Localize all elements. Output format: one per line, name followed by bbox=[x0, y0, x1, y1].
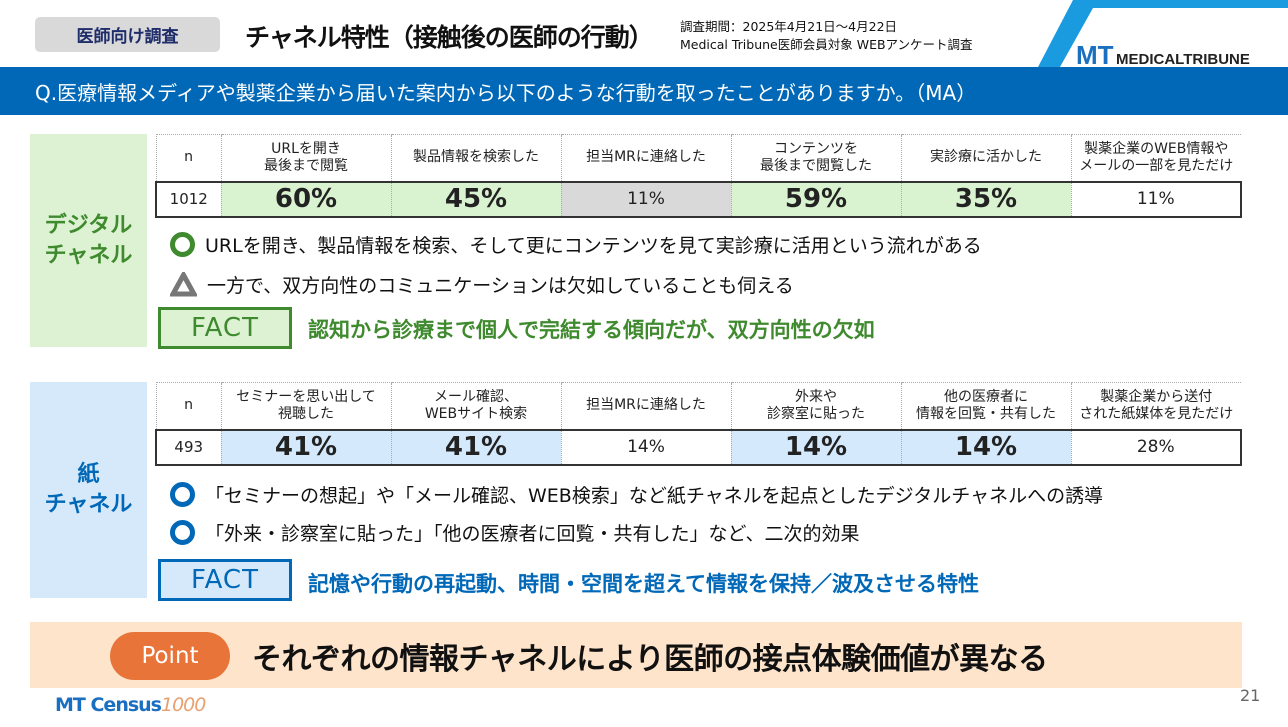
bullet-text: 一方で、双方向性のコミュニケーションは欠如していることも伺える bbox=[207, 275, 794, 297]
paper-channel-label: 紙チャネル bbox=[30, 382, 147, 598]
value-cell: 493 bbox=[155, 428, 221, 466]
circle-icon bbox=[170, 482, 195, 507]
header-cell: セミナーを思い出して 視聴した bbox=[220, 382, 391, 430]
value-cell: 14% bbox=[560, 428, 731, 466]
fact-badge: FACT bbox=[158, 307, 292, 349]
table-row: 493 41% 41% 14% 14% 14% 28% bbox=[155, 428, 1242, 466]
fact-text: 認知から診療まで個人で完結する傾向だが、双方向性の欠如 bbox=[308, 318, 875, 342]
header-cell: URLを開き 最後まで閲覧 bbox=[220, 134, 391, 182]
value-cell: 14% bbox=[900, 428, 1071, 466]
medical-tribune-logo: MT MEDICALTRIBUNE bbox=[1038, 0, 1288, 67]
header-cell: メール確認、 WEBサイト検索 bbox=[390, 382, 561, 430]
value-cell: 60% bbox=[220, 180, 391, 218]
triangle-icon bbox=[170, 272, 197, 297]
mt-census-logo: MT Census1000 bbox=[55, 694, 206, 716]
circle-icon bbox=[170, 520, 195, 545]
header-cell: 実診療に活かした bbox=[900, 134, 1071, 182]
header-cell: 製品情報を検索した bbox=[390, 134, 561, 182]
header-cell: 他の医療者に 情報を回覧・共有した bbox=[900, 382, 1071, 430]
value-cell: 41% bbox=[390, 428, 561, 466]
header-cell: コンテンツを 最後まで閲覧した bbox=[730, 134, 901, 182]
fact-badge: FACT bbox=[158, 559, 292, 601]
survey-badge: 医師向け調査 bbox=[35, 17, 220, 52]
svg-text:MT: MT bbox=[1076, 40, 1114, 67]
label-line: チャネル bbox=[44, 242, 133, 268]
point-banner bbox=[30, 622, 1242, 688]
bullet-text: 「外来・診察室に貼った」「他の医療者に回覧・共有した」など、二次的効果 bbox=[205, 523, 860, 545]
value-cell: 41% bbox=[220, 428, 391, 466]
page-title: チャネル特性（接触後の医師の行動） bbox=[245, 23, 654, 52]
circle-icon bbox=[170, 232, 195, 257]
question-bar: Q.医療情報メディアや製薬企業から届いた案内から以下のような行動を取ったことがあ… bbox=[0, 67, 1288, 115]
bullet-text: 「セミナーの想起」や「メール確認、WEB検索」など紙チャネルを起点としたデジタル… bbox=[205, 485, 1104, 507]
table-header-row: n URLを開き 最後まで閲覧 製品情報を検索した 担当MRに連絡した コンテン… bbox=[155, 134, 1241, 182]
label-line: 紙 bbox=[77, 462, 100, 487]
header-cell: 製薬企業のWEB情報や メールの一部を見ただけ bbox=[1070, 134, 1241, 182]
label-line: チャネル bbox=[44, 492, 133, 517]
value-cell: 59% bbox=[730, 180, 901, 218]
value-cell: 11% bbox=[560, 180, 731, 218]
header-cell: n bbox=[155, 382, 221, 430]
bullet-item: 「外来・診察室に貼った」「他の医療者に回覧・共有した」など、二次的効果 bbox=[170, 519, 860, 546]
digital-channel-label: デジタル チャネル bbox=[30, 134, 147, 347]
header-cell: 外来や 診察室に貼った bbox=[730, 382, 901, 430]
bullet-item: URLを開き、製品情報を検索、そして更にコンテンツを見て実診療に活用という流れが… bbox=[170, 231, 982, 258]
table-row: 1012 60% 45% 11% 59% 35% 11% bbox=[155, 180, 1242, 218]
bullet-item: 一方で、双方向性のコミュニケーションは欠如していることも伺える bbox=[170, 271, 794, 298]
value-cell: 14% bbox=[730, 428, 901, 466]
point-text: それぞれの情報チャネルにより医師の接点体験価値が異なる bbox=[252, 642, 1048, 677]
survey-target: Medical Tribune医師会員対象 WEBアンケート調査 bbox=[680, 37, 973, 52]
header-cell: 担当MRに連絡した bbox=[560, 134, 731, 182]
survey-period: 調査期間：2025年4月21日～4月22日 bbox=[680, 19, 898, 34]
svg-text:MEDICALTRIBUNE: MEDICALTRIBUNE bbox=[1116, 51, 1250, 67]
value-cell: 28% bbox=[1070, 428, 1242, 466]
fact-text: 記憶や行動の再起動、時間・空間を超えて情報を保持／波及させる特性 bbox=[308, 572, 979, 596]
value-cell: 11% bbox=[1070, 180, 1242, 218]
bullet-item: 「セミナーの想起」や「メール確認、WEB検索」など紙チャネルを起点としたデジタル… bbox=[170, 481, 1103, 508]
label-line: デジタル bbox=[44, 212, 133, 238]
value-cell: 45% bbox=[390, 180, 561, 218]
digital-table: n URLを開き 最後まで閲覧 製品情報を検索した 担当MRに連絡した コンテン… bbox=[155, 134, 1242, 218]
survey-info: 調査期間：2025年4月21日～4月22日 Medical Tribune医師会… bbox=[680, 18, 973, 54]
paper-table: n セミナーを思い出して 視聴した メール確認、 WEBサイト検索 担当MRに連… bbox=[155, 382, 1242, 466]
point-label: Point bbox=[110, 632, 230, 680]
header-cell: 製薬企業から送付 された紙媒体を見ただけ bbox=[1070, 382, 1241, 430]
page-number: 21 bbox=[1240, 686, 1261, 705]
table-header-row: n セミナーを思い出して 視聴した メール確認、 WEBサイト検索 担当MRに連… bbox=[155, 382, 1241, 430]
header-cell: n bbox=[155, 134, 221, 182]
header-cell: 担当MRに連絡した bbox=[560, 382, 731, 430]
bullet-text: URLを開き、製品情報を検索、そして更にコンテンツを見て実診療に活用という流れが… bbox=[205, 235, 982, 257]
value-cell: 35% bbox=[900, 180, 1071, 218]
value-cell: 1012 bbox=[155, 180, 221, 218]
